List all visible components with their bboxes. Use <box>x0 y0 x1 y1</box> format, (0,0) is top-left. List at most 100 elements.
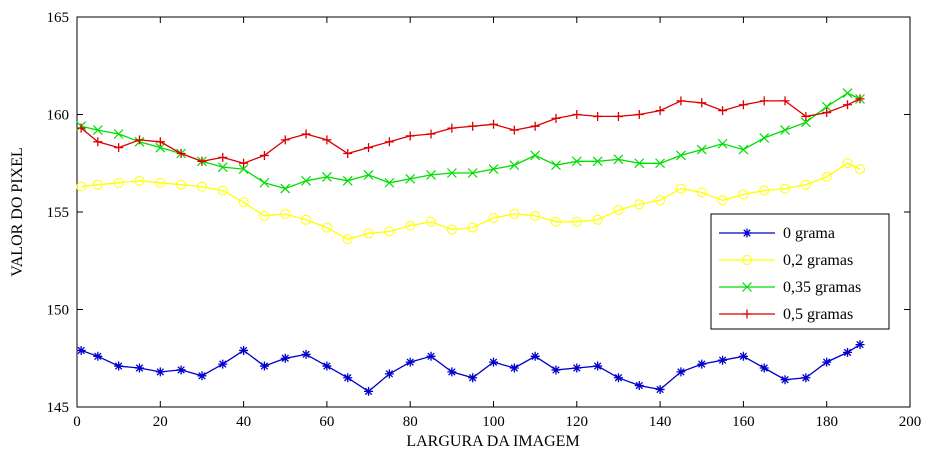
data-point <box>843 347 853 357</box>
y-tick-label: 150 <box>47 303 70 319</box>
data-point <box>613 373 623 383</box>
data-point <box>613 154 624 165</box>
data-point <box>509 363 519 373</box>
data-point <box>634 199 645 210</box>
data-point <box>759 132 770 143</box>
data-point <box>634 381 644 391</box>
data-point <box>176 179 187 190</box>
data-point <box>488 164 499 175</box>
data-point <box>446 168 457 178</box>
data-point <box>780 125 790 136</box>
data-point <box>384 369 394 379</box>
data-point <box>447 123 457 133</box>
y-tick-label: 160 <box>47 108 70 124</box>
data-point <box>301 214 312 225</box>
data-point <box>696 187 707 198</box>
x-tick-label: 140 <box>649 414 672 430</box>
data-point <box>571 216 582 227</box>
data-point <box>855 340 865 350</box>
x-tick-label: 180 <box>815 414 838 430</box>
data-point <box>217 162 228 173</box>
data-point <box>468 373 478 383</box>
y-tick-label: 165 <box>47 10 70 26</box>
data-point <box>259 210 270 221</box>
data-point <box>738 351 748 361</box>
data-point <box>176 365 186 375</box>
data-point <box>489 119 498 129</box>
data-point <box>155 142 166 153</box>
data-point <box>697 359 707 369</box>
data-point <box>655 195 666 206</box>
x-tick-label: 40 <box>236 414 251 430</box>
data-point <box>342 175 353 186</box>
plot-area <box>76 16 911 408</box>
data-point <box>676 150 686 161</box>
data-point <box>196 181 207 192</box>
data-point <box>467 222 478 233</box>
data-point <box>426 129 436 139</box>
data-point <box>759 185 770 196</box>
data-point <box>134 135 144 145</box>
data-point <box>176 149 186 158</box>
data-point <box>738 144 749 155</box>
y-tick-label: 155 <box>47 205 70 221</box>
data-point <box>218 152 228 162</box>
data-point <box>76 181 87 192</box>
data-point <box>426 351 436 361</box>
data-point <box>322 361 332 371</box>
data-point <box>92 179 103 190</box>
data-point <box>93 351 103 361</box>
data-point <box>93 137 103 147</box>
data-point <box>426 216 437 227</box>
data-point <box>780 375 790 385</box>
data-point <box>280 353 290 363</box>
data-point <box>343 373 353 383</box>
data-point <box>259 361 269 371</box>
data-point <box>489 357 498 367</box>
data-point <box>655 384 665 394</box>
legend-label-4: 0,5 gramas <box>783 306 853 323</box>
data-point <box>572 363 582 373</box>
data-point <box>780 96 790 106</box>
data-point <box>113 177 124 188</box>
data-point <box>155 137 165 147</box>
data-point <box>655 106 665 116</box>
data-point <box>675 183 686 194</box>
data-point <box>321 222 332 233</box>
data-point <box>384 226 395 237</box>
data-point <box>301 175 311 186</box>
data-point <box>239 158 249 168</box>
data-point <box>217 185 228 196</box>
data-point <box>239 345 249 355</box>
data-point <box>676 96 686 106</box>
data-point <box>738 100 748 110</box>
data-point <box>342 234 353 245</box>
data-point <box>717 138 728 149</box>
data-point <box>134 175 145 186</box>
data-point <box>113 129 124 139</box>
data-point <box>738 189 749 200</box>
data-point <box>134 363 144 373</box>
data-point <box>405 357 415 367</box>
y-axis-label: VALOR DO PIXEL <box>9 147 26 276</box>
data-point <box>634 158 645 169</box>
data-point <box>155 177 166 188</box>
data-point <box>280 183 291 194</box>
data-point <box>593 111 603 121</box>
data-point <box>551 113 561 123</box>
axis-ticks: 0 20 40 60 80 100 120 140 160 180 200 145 150 155 160 1… <box>47 10 922 430</box>
data-point <box>218 359 228 369</box>
data-point <box>655 158 666 169</box>
data-point <box>822 108 832 118</box>
data-point <box>800 179 811 190</box>
data-point <box>592 214 603 225</box>
data-point <box>592 156 603 167</box>
data-point <box>447 367 457 377</box>
y-tick-label: 145 <box>47 400 70 416</box>
data-point <box>842 88 853 98</box>
data-point <box>301 129 311 139</box>
data-point <box>509 125 519 135</box>
data-point <box>855 164 866 175</box>
x-tick-label: 0 <box>73 414 81 430</box>
x-tick-label: 200 <box>899 414 922 430</box>
